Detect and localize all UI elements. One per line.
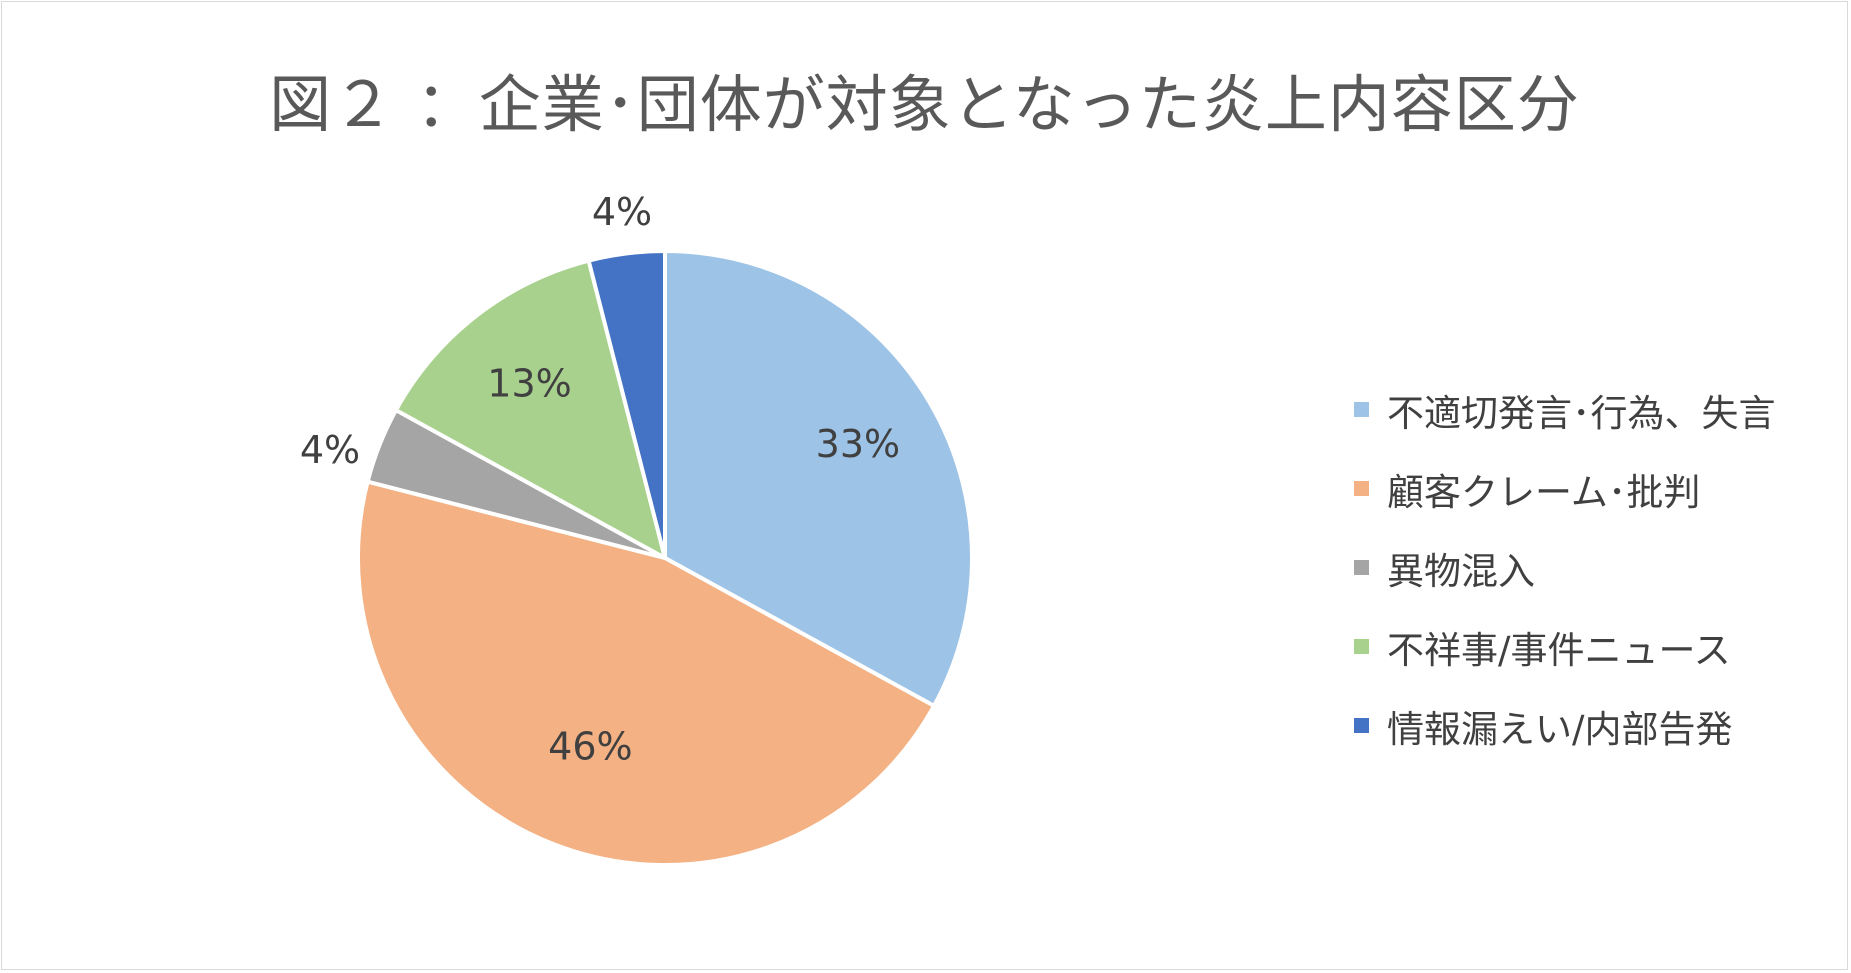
pie-slice — [586, 249, 667, 560]
legend-label: 顧客クレーム･批判 — [1387, 470, 1701, 514]
legend-swatch — [1354, 481, 1369, 496]
legend-label: 不適切発言･行為、失言 — [1387, 391, 1776, 435]
data-label: 46% — [548, 724, 632, 768]
legend-item: 不適切発言･行為、失言 — [1354, 370, 1824, 449]
pie-slice — [663, 249, 974, 708]
legend-swatch — [1354, 402, 1369, 417]
legend-label: 異物混入 — [1387, 549, 1535, 593]
pie-slices — [356, 249, 974, 867]
legend-label: 不祥事/事件ニュース — [1387, 628, 1731, 672]
chart-legend: 不適切発言･行為、失言 顧客クレーム･批判 異物混入 不祥事/事件ニュース 情報… — [1354, 370, 1824, 765]
chart-title: 図２ ：企業･団体が対象となった炎上内容区分 — [269, 68, 1580, 141]
data-label: 4% — [300, 428, 360, 472]
data-label: 4% — [592, 190, 652, 234]
data-label: 13% — [487, 361, 571, 405]
legend-swatch — [1354, 718, 1369, 733]
legend-item: 不祥事/事件ニュース — [1354, 607, 1824, 686]
legend-swatch — [1354, 639, 1369, 654]
legend-label: 情報漏えい/内部告発 — [1387, 707, 1733, 751]
legend-item: 異物混入 — [1354, 528, 1824, 607]
pie-data-labels: 33% 46% 4% 13% 4% — [300, 190, 900, 768]
legend-item: 情報漏えい/内部告発 — [1354, 686, 1824, 765]
legend-swatch — [1354, 560, 1369, 575]
pie-slice — [393, 258, 667, 560]
pie-slice — [356, 479, 937, 867]
data-label: 33% — [816, 422, 900, 466]
legend-item: 顧客クレーム･批判 — [1354, 449, 1824, 528]
